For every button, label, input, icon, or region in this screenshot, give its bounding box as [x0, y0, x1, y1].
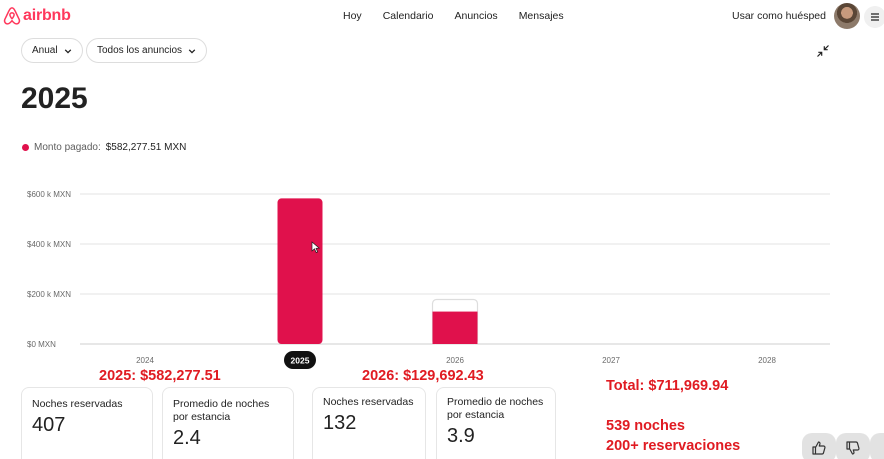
x-tick-label[interactable]: 2026 [446, 356, 464, 365]
x-tick-label[interactable]: 2024 [136, 356, 154, 365]
stat-card-nights-2025: Noches reservadas 407 [21, 387, 153, 459]
annotation-reservations: 200+ reservaciones [606, 438, 741, 454]
chevron-down-icon [188, 48, 196, 54]
top-navigation-bar: airbnb Hoy Calendario Anuncios Mensajes … [0, 0, 884, 34]
listings-filter-button[interactable]: Todos los anuncios [86, 38, 208, 63]
airbnb-logo[interactable]: airbnb [2, 5, 71, 27]
bar-2025 [277, 198, 323, 344]
annotation-2026: 2026: $129,692.43 [362, 368, 484, 384]
mouse-pointer-icon [311, 241, 321, 253]
thumbs-down-icon [846, 441, 860, 455]
stat-card-nights-2026: Noches reservadas 132 [312, 387, 426, 459]
x-tick-label[interactable]: 2025 [291, 356, 310, 366]
x-tick-label[interactable]: 2028 [758, 356, 776, 365]
stat-card-avg-stay-2025: Promedio de noches por estancia 2.4 [162, 387, 294, 459]
period-filter-label: Anual [32, 45, 58, 56]
legend-color-dot [22, 144, 29, 151]
main-nav: Hoy Calendario Anuncios Mensajes [343, 10, 564, 22]
legend-label: Monto pagado: [34, 142, 101, 153]
annotation-2025: 2025: $582,277.51 [99, 368, 221, 384]
thumbs-down-button[interactable] [836, 433, 870, 459]
stat-value: 3.9 [447, 425, 475, 447]
y-tick-label: $600 k MXN [27, 190, 71, 199]
stat-value: 132 [323, 412, 357, 434]
stat-label: Promedio de noches por estancia [173, 398, 270, 423]
x-tick-label[interactable]: 2027 [602, 356, 620, 365]
brand-name: airbnb [23, 7, 71, 24]
nav-listings[interactable]: Anuncios [454, 10, 498, 22]
annotation-total: Total: $711,969.94 [606, 378, 729, 394]
stat-card-avg-stay-2026: Promedio de noches por estancia 3.9 [436, 387, 556, 459]
bar-2026 [432, 311, 478, 344]
nav-messages[interactable]: Mensajes [518, 10, 564, 22]
page-title: 2025 [21, 82, 88, 115]
switch-to-guest-link[interactable]: Usar como huésped [732, 10, 826, 22]
stat-value: 2.4 [173, 427, 201, 449]
feedback-more-button[interactable] [870, 433, 884, 459]
menu-button[interactable] [864, 6, 884, 28]
nav-calendar[interactable]: Calendario [382, 10, 434, 22]
y-tick-label: $400 k MXN [27, 240, 71, 249]
listings-filter-label: Todos los anuncios [97, 45, 183, 56]
legend-value: $582,277.51 MXN [105, 142, 187, 153]
y-tick-label: $200 k MXN [27, 290, 71, 299]
thumbs-up-button[interactable] [802, 433, 836, 459]
period-filter-button[interactable]: Anual [21, 38, 83, 63]
y-tick-label: $0 MXN [27, 340, 56, 349]
hamburger-menu-icon [871, 13, 879, 21]
annotation-nights: 539 noches [606, 418, 685, 434]
nav-today[interactable]: Hoy [343, 10, 362, 22]
selected-year-pill [284, 351, 316, 369]
collapse-arrows-icon[interactable] [816, 44, 830, 58]
earnings-bar-chart: $0 MXN $200 k MXN $400 k MXN $600 k MXN 2024… [27, 190, 830, 369]
chart-legend: Monto pagado: $582,277.51 MXN [22, 142, 186, 153]
stat-value: 407 [32, 414, 66, 436]
airbnb-logo-icon [3, 7, 21, 25]
stat-label: Noches reservadas [32, 398, 123, 410]
stat-label: Promedio de noches por estancia [447, 396, 544, 421]
stat-label: Noches reservadas [323, 396, 414, 408]
thumbs-up-icon [812, 441, 826, 455]
chevron-down-icon [64, 48, 71, 54]
avatar[interactable] [834, 3, 860, 29]
